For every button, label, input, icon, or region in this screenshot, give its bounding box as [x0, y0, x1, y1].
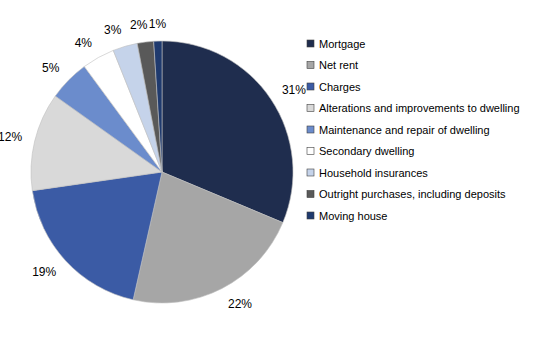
chart-svg: 31% 22% 19% 12% 5% 4% 3% 2%1% Mortgage Net rent Ch…: [0, 0, 543, 344]
legend-swatch: [307, 169, 314, 176]
legend-swatch: [307, 40, 314, 47]
pie-slice: [32, 172, 162, 300]
legend-swatch: [307, 83, 314, 90]
data-label: 19%: [32, 265, 56, 279]
data-label: 3%: [104, 23, 122, 37]
legend-label: Moving house: [319, 210, 388, 222]
legend-label: Net rent: [319, 59, 358, 71]
legend-swatch: [307, 105, 314, 112]
legend: Mortgage Net rent Charges Alterations and i…: [307, 38, 520, 222]
legend-swatch: [307, 212, 314, 219]
data-label: 2%: [130, 18, 148, 32]
legend-swatch: [307, 126, 314, 133]
data-label: 22%: [228, 297, 252, 311]
data-label: 5%: [42, 61, 60, 75]
chart: 31% 22% 19% 12% 5% 4% 3% 2%1% Mortgage Net rent Ch…: [0, 0, 543, 344]
data-labels: 31% 22% 19% 12% 5% 4% 3% 2%1%: [0, 17, 306, 310]
pie-slice: [137, 41, 162, 172]
pie-slice: [154, 41, 162, 172]
legend-label: Alterations and improvements to dwelling: [319, 102, 520, 114]
legend-swatch: [307, 191, 314, 198]
legend-swatch: [307, 62, 314, 69]
legend-swatch: [307, 148, 314, 155]
slices: [31, 41, 293, 303]
legend-label: Mortgage: [319, 38, 365, 50]
legend-label: Secondary dwelling: [319, 145, 414, 157]
data-label: 31%: [282, 83, 306, 97]
legend-label: Household insurances: [319, 167, 428, 179]
data-label: 4%: [75, 36, 93, 50]
data-label: 12%: [0, 130, 22, 144]
legend-label: Outright purchases, including deposits: [319, 188, 506, 200]
legend-label: Charges: [319, 81, 361, 93]
legend-label: Maintenance and repair of dwelling: [319, 124, 490, 136]
data-label: 1%: [149, 17, 167, 31]
